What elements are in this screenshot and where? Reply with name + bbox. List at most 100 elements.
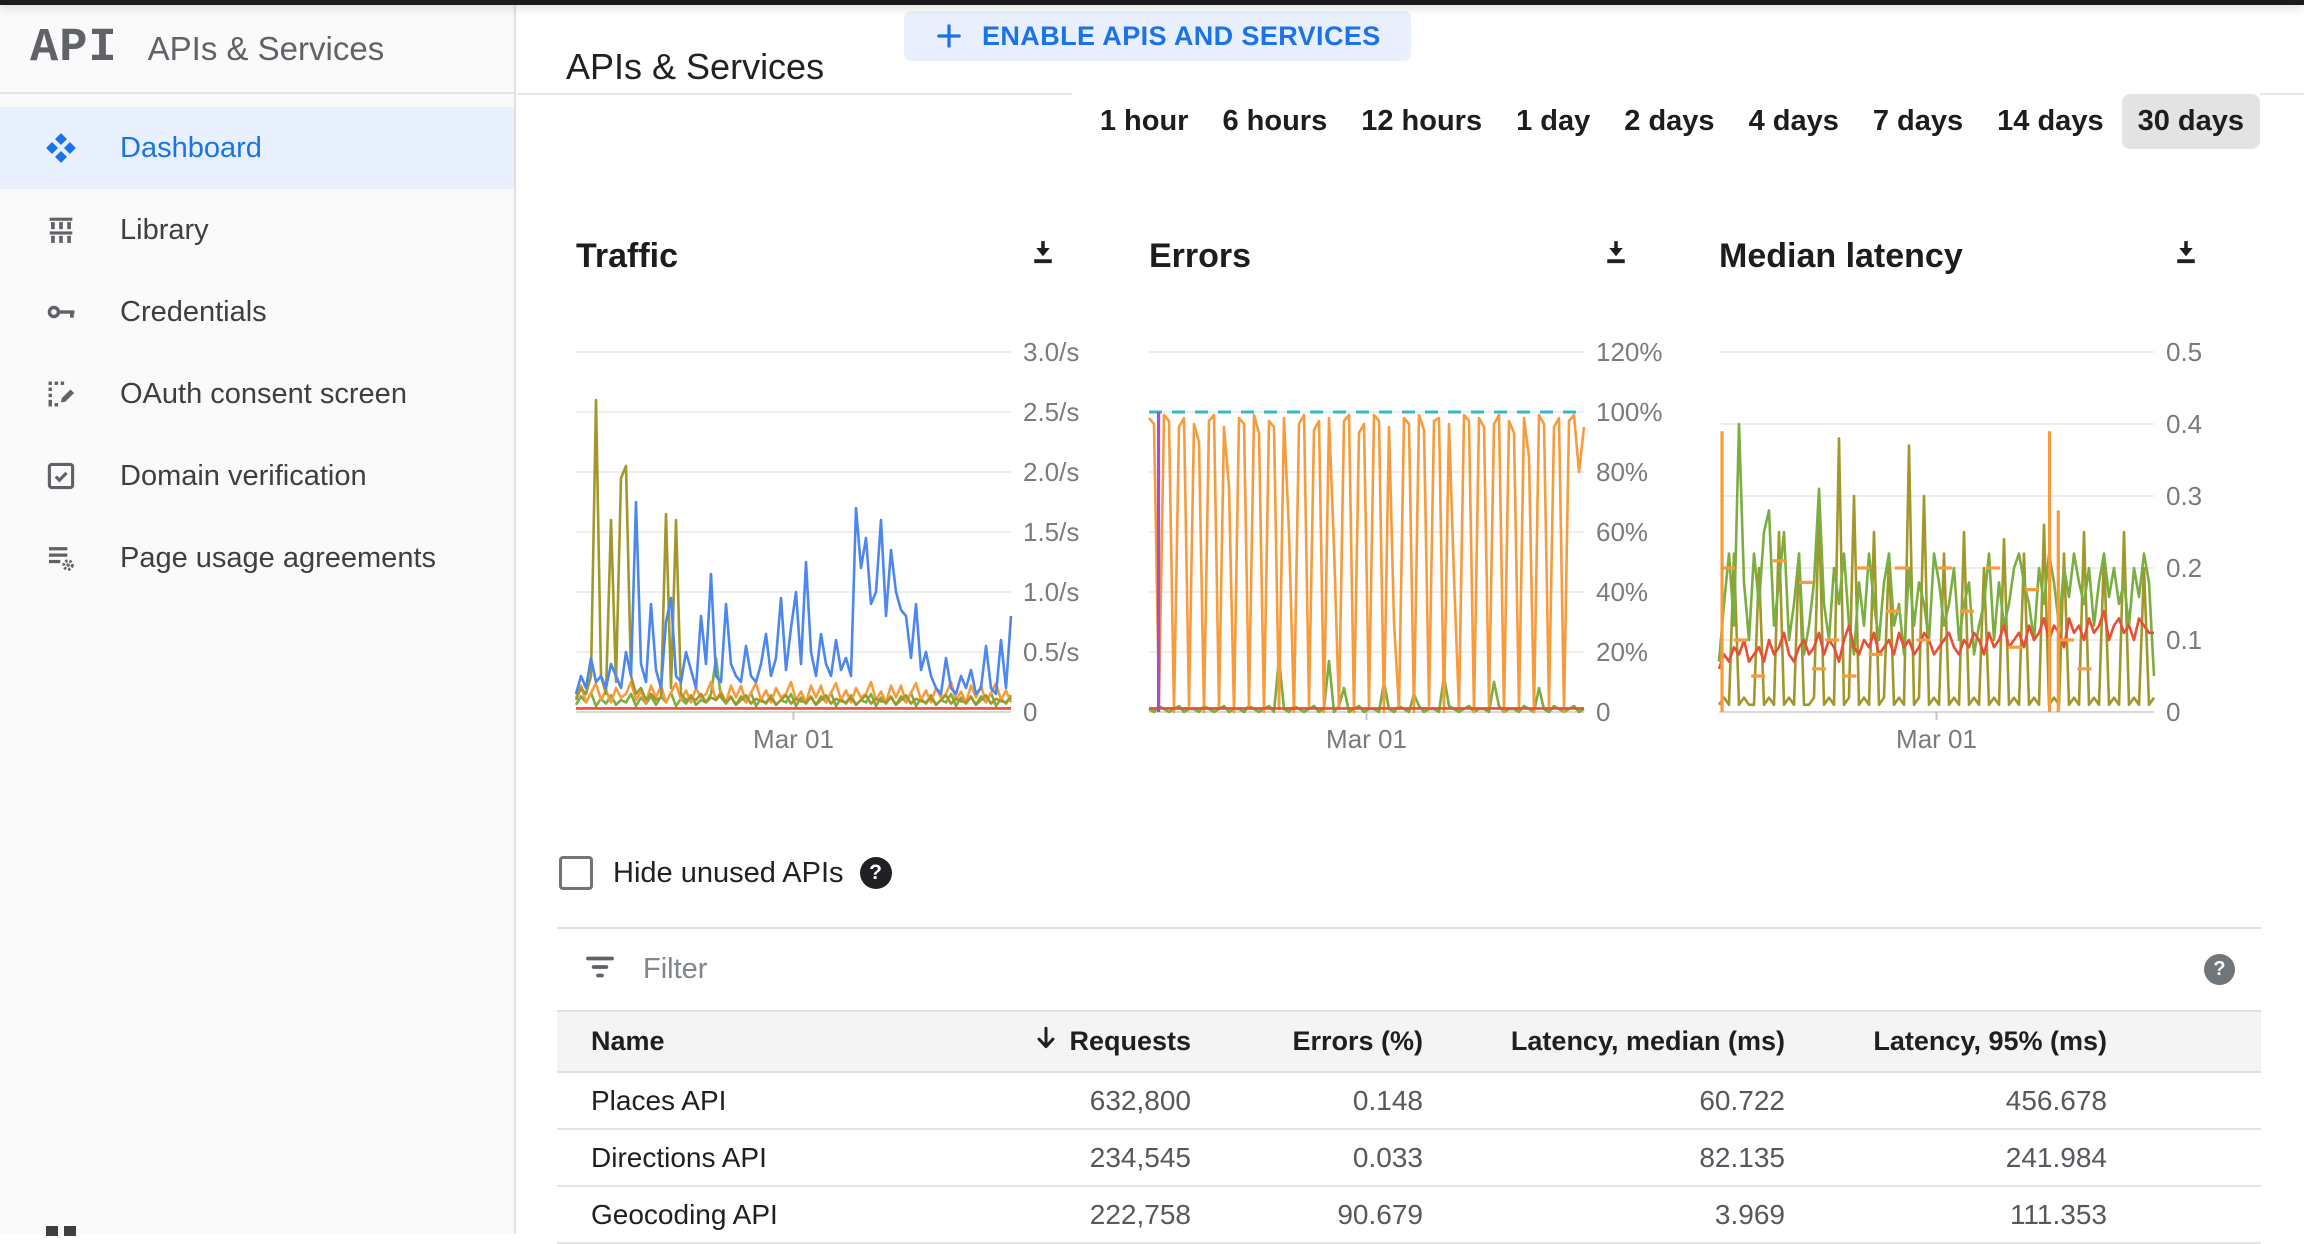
time-range-option-12-hours[interactable]: 12 hours (1361, 104, 1483, 137)
latency-median-value: 60.722 (1699, 1084, 1785, 1116)
latency-median-value: 82.135 (1699, 1141, 1785, 1173)
chart-title: Errors (1149, 237, 1252, 275)
sidebar-item-library[interactable]: Library (0, 189, 514, 271)
time-range-option-4-days[interactable]: 4 days (1748, 104, 1839, 137)
help-icon[interactable]: ? (859, 857, 892, 889)
errors-plot: Mar 01 120% 100% 80% 60% 40% 20% 0 (1148, 338, 1663, 754)
errors-value: 90.679 (1337, 1198, 1423, 1230)
requests-value: 234,545 (1089, 1141, 1191, 1173)
requests-value: 632,800 (1089, 1084, 1191, 1116)
time-range-option-1-day[interactable]: 1 day (1516, 104, 1591, 137)
y-axis-label: 0.2 (2166, 553, 2203, 583)
page-usage-icon (44, 541, 78, 575)
filter-row: ? (557, 929, 2261, 1010)
filter-icon (583, 950, 617, 989)
dashboard-icon (44, 131, 78, 165)
y-axis-label: 0.5 (2166, 337, 2203, 367)
sidebar-menu: Dashboard Library Credentia (0, 107, 514, 599)
errors-value: 0.148 (1352, 1084, 1423, 1116)
hide-unused-checkbox[interactable] (559, 856, 593, 890)
enable-apis-button[interactable]: ENABLE APIS AND SERVICES (904, 11, 1411, 61)
time-range-option-30-days[interactable]: 30 days (2121, 93, 2260, 149)
y-axis-label: 2.5/s (1023, 397, 1080, 427)
hide-unused-row: Hide unused APIs ? (559, 851, 892, 895)
oauth-consent-icon (44, 377, 78, 411)
api-name-link[interactable]: Directions API (591, 1141, 767, 1173)
latency-95-value: 456.678 (2005, 1084, 2107, 1116)
page-title: APIs & Services (566, 46, 825, 88)
y-axis-label: 0.3 (2166, 481, 2203, 511)
x-axis-label: Mar 01 (1326, 724, 1407, 754)
column-header-name[interactable]: Name (591, 1026, 665, 1056)
y-axis-label: 0 (1596, 697, 1611, 727)
time-range-option-2-days[interactable]: 2 days (1624, 104, 1715, 137)
y-axis-label: 0 (1023, 697, 1038, 727)
y-axis-label: 0.5/s (1023, 637, 1080, 667)
chart-canvas (1148, 351, 1586, 720)
y-axis-label: 2.0/s (1023, 457, 1080, 487)
y-axis-label: 40% (1596, 577, 1649, 607)
latency-95-value: 111.353 (2009, 1198, 2107, 1230)
api-name-link[interactable]: Places API (591, 1084, 727, 1116)
chart-title: Traffic (576, 237, 679, 275)
y-axis-label: 1.0/s (1023, 577, 1080, 607)
latency-median-value: 3.969 (1714, 1198, 1785, 1230)
sidebar-item-label: OAuth consent screen (120, 377, 407, 410)
sidebar-header: API APIs & Services (0, 5, 514, 94)
download-icon[interactable] (2171, 237, 2201, 272)
sidebar-item-credentials[interactable]: Credentials (0, 271, 514, 353)
time-range-option-6-hours[interactable]: 6 hours (1222, 104, 1328, 137)
sidebar-item-dashboard[interactable]: Dashboard (0, 107, 514, 189)
download-icon[interactable] (1601, 237, 1631, 272)
sidebar-item-label: Dashboard (120, 131, 262, 164)
hide-unused-label: Hide unused APIs (613, 856, 844, 889)
column-header-latency-95[interactable]: Latency, 95% (ms) (1873, 1026, 2107, 1056)
library-icon (44, 213, 78, 247)
sidebar-item-label: Page usage agreements (120, 541, 436, 574)
latency-95-value: 241.984 (2005, 1141, 2107, 1173)
sidebar-item-oauth-consent[interactable]: OAuth consent screen (0, 353, 514, 435)
time-range-option-1-hour[interactable]: 1 hour (1099, 104, 1189, 137)
table-header-row: Name Requests Errors (%) Latency, median… (557, 1010, 2261, 1073)
key-icon (44, 295, 78, 329)
errors-value: 0.033 (1352, 1141, 1423, 1173)
column-header-requests[interactable]: Requests (1011, 1023, 1191, 1060)
api-name-link[interactable]: Geocoding API (591, 1198, 778, 1230)
domain-verification-icon (44, 459, 78, 493)
table-row: Places API 632,800 0.148 60.722 456.678 (557, 1073, 2261, 1130)
y-axis-label: 3.0/s (1023, 337, 1080, 367)
sidebar-item-page-usage[interactable]: Page usage agreements (0, 517, 514, 599)
plus-icon (934, 21, 964, 51)
y-axis-label: 0.4 (2166, 409, 2203, 439)
y-axis-label: 20% (1596, 637, 1649, 667)
time-range-option-7-days[interactable]: 7 days (1872, 104, 1964, 137)
sidebar-item-label: Credentials (120, 295, 267, 328)
column-header-latency-median[interactable]: Latency, median (ms) (1510, 1026, 1785, 1056)
cutoff-sidebar-item (46, 1226, 76, 1236)
requests-value: 222,758 (1089, 1198, 1191, 1230)
table-help-icon[interactable]: ? (2204, 954, 2235, 985)
main-content: APIs & Services ENABLE APIS AND SERVICES… (518, 5, 2304, 1244)
chart-canvas (1717, 351, 2156, 720)
series-green (1717, 422, 2156, 677)
table-row: Directions API 234,545 0.033 82.135 241.… (557, 1130, 2261, 1187)
traffic-plot: Mar 01 3.0/s 2.5/s 2.0/s 1.5/s 1.0/s 0.5/s 0 (574, 338, 1079, 754)
y-axis-label: 1.5/s (1023, 517, 1080, 547)
chart-title: Median latency (1719, 237, 1963, 275)
sidebar-item-label: Library (120, 213, 209, 246)
sidebar-item-domain-verification[interactable]: Domain verification (0, 435, 514, 517)
series-blue (574, 500, 1013, 696)
download-icon[interactable] (1028, 237, 1058, 272)
series-orange (1148, 413, 1586, 714)
column-header-errors[interactable]: Errors (%) (1292, 1026, 1423, 1056)
sidebar-item-label: Domain verification (120, 459, 367, 492)
y-axis-label: 100% (1596, 397, 1663, 427)
time-range-option-14-days[interactable]: 14 days (1997, 104, 2104, 137)
filter-input[interactable] (641, 952, 1545, 987)
api-table-card: ? Name Requests Errors (%) Latency, medi… (557, 927, 2261, 1244)
series-olive (574, 398, 1012, 707)
y-axis-label: 60% (1596, 517, 1649, 547)
chart-canvas (574, 351, 1013, 720)
series-red (1717, 609, 2154, 670)
x-axis-label: Mar 01 (753, 724, 834, 754)
